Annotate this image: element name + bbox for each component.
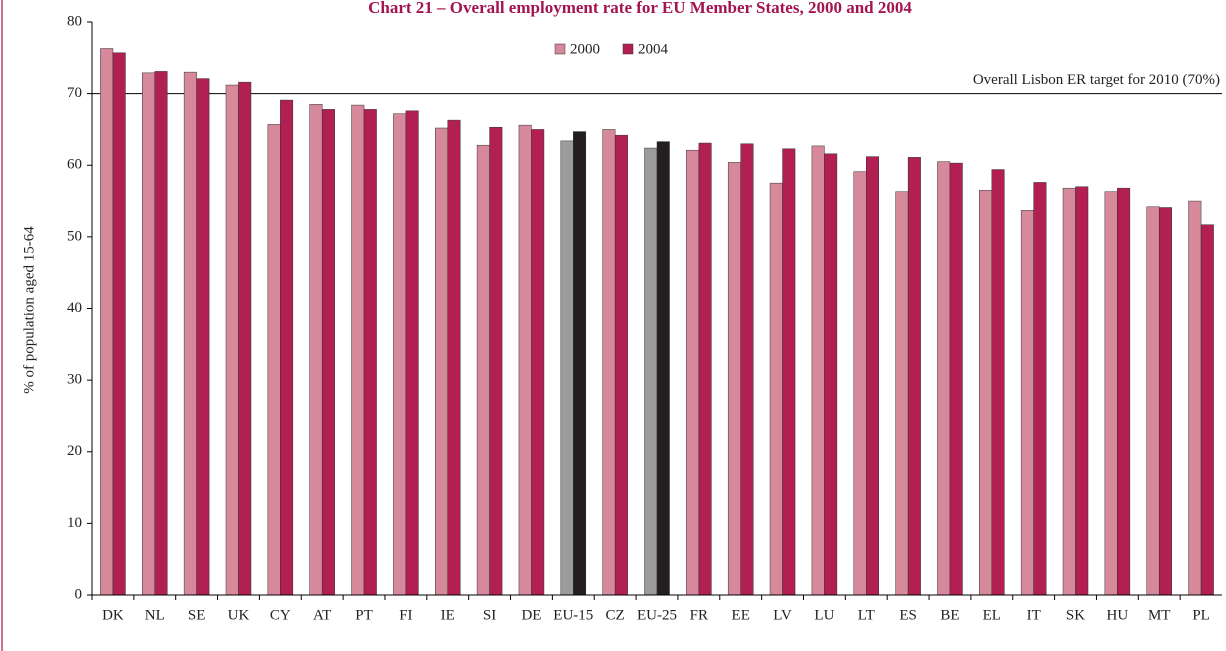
x-tick-label: NL — [145, 607, 165, 623]
x-tick-label: ES — [899, 607, 917, 623]
bar — [1020, 210, 1034, 596]
bar — [518, 124, 532, 596]
bar — [937, 161, 951, 596]
bar — [363, 109, 377, 596]
legend-label: 2000 — [570, 41, 600, 57]
bar — [1146, 206, 1160, 596]
bar — [698, 142, 712, 596]
bar — [866, 156, 880, 596]
bar — [727, 162, 741, 596]
bar — [895, 191, 909, 596]
y-tick-label: 20 — [67, 443, 82, 459]
x-tick-label: BE — [940, 607, 959, 623]
x-tick-label: LV — [773, 607, 792, 623]
bar — [489, 127, 503, 596]
x-tick-label: EL — [983, 607, 1001, 623]
y-axis-label: % of population aged 15-64 — [21, 226, 37, 394]
y-tick-label: 60 — [67, 157, 82, 173]
bar — [225, 84, 239, 596]
bar — [1075, 186, 1089, 596]
bar — [853, 171, 867, 596]
x-tick-label: EU-25 — [637, 607, 677, 623]
legend-label: 2004 — [638, 41, 669, 57]
x-tick-label: SK — [1066, 607, 1085, 623]
bar — [393, 113, 407, 596]
bar — [267, 124, 281, 596]
bar — [1188, 200, 1202, 596]
bar — [183, 71, 197, 596]
bar — [811, 145, 825, 596]
y-tick-label: 10 — [67, 515, 82, 531]
x-tick-label: DE — [521, 607, 541, 623]
x-tick-label: SE — [188, 607, 206, 623]
x-tick-label: IT — [1027, 607, 1041, 623]
bar — [949, 162, 963, 596]
bar — [531, 129, 545, 596]
bar — [476, 144, 490, 596]
bar — [782, 148, 796, 596]
bar — [112, 52, 126, 596]
bar — [560, 140, 574, 596]
y-tick-label: 70 — [67, 85, 82, 101]
x-tick-label: LT — [858, 607, 875, 623]
x-tick-label: EU-15 — [553, 607, 593, 623]
bar — [1062, 187, 1076, 596]
bar — [309, 104, 323, 596]
bar — [740, 143, 754, 596]
bar — [614, 134, 628, 596]
x-tick-label: CY — [270, 607, 291, 623]
x-tick-label: FR — [690, 607, 708, 623]
x-tick-label: HU — [1107, 607, 1129, 623]
bar — [824, 153, 838, 596]
x-tick-label: EE — [732, 607, 750, 623]
y-tick-label: 40 — [67, 300, 82, 316]
bar — [1117, 187, 1131, 596]
bar — [644, 147, 658, 596]
legend-swatch — [622, 43, 634, 55]
bar — [321, 109, 335, 596]
bar — [142, 72, 156, 596]
bar — [656, 141, 670, 596]
bar — [907, 157, 921, 596]
chart-title: Chart 21 – Overall employment rate for E… — [368, 0, 912, 17]
x-tick-label: MT — [1148, 607, 1171, 623]
bar — [769, 182, 783, 596]
bar — [238, 81, 252, 596]
x-tick-label: IE — [441, 607, 455, 623]
bar — [1104, 191, 1118, 596]
x-tick-label: FI — [399, 607, 412, 623]
bar — [991, 169, 1005, 596]
x-tick-label: AT — [313, 607, 331, 623]
x-tick-label: UK — [228, 607, 250, 623]
bar — [602, 129, 616, 596]
legend-swatch — [554, 43, 566, 55]
x-tick-label: CZ — [606, 607, 625, 623]
bar — [351, 104, 365, 596]
y-tick-label: 50 — [67, 228, 82, 244]
y-tick-label: 30 — [67, 372, 82, 388]
x-tick-label: LU — [814, 607, 834, 623]
x-tick-label: PT — [355, 607, 373, 623]
bar — [447, 119, 461, 596]
bar — [280, 99, 294, 596]
bar — [1200, 224, 1214, 596]
bar — [573, 131, 587, 596]
bar — [1158, 207, 1172, 596]
bar — [196, 78, 210, 596]
bar — [434, 127, 448, 596]
y-tick-label: 80 — [67, 13, 82, 29]
bar — [686, 149, 700, 596]
x-tick-label: SI — [483, 607, 496, 623]
bar — [1033, 182, 1047, 596]
bar — [100, 48, 114, 596]
bar — [979, 190, 993, 596]
x-tick-label: DK — [102, 607, 124, 623]
target-label: Overall Lisbon ER target for 2010 (70%) — [973, 72, 1220, 88]
y-tick-label: 0 — [75, 586, 83, 602]
bar — [154, 71, 168, 596]
x-tick-label: PL — [1192, 607, 1210, 623]
bar — [405, 110, 419, 596]
